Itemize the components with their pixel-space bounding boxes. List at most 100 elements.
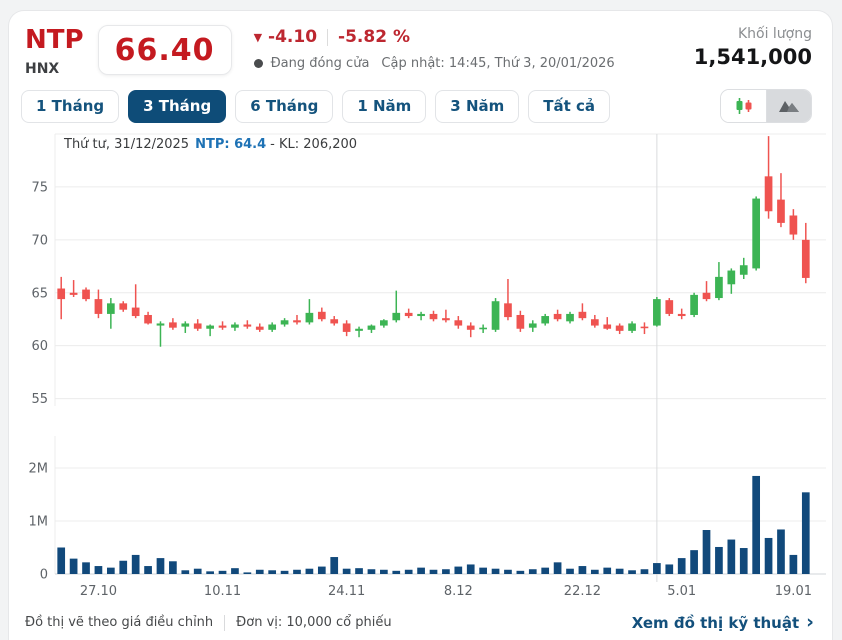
volume-bar — [777, 529, 785, 574]
x-axis-label: 10.11 — [204, 584, 241, 599]
change-row: ▼ -4.10 -5.82 % — [254, 27, 615, 47]
header: NTP HNX 66.40 ▼ -4.10 -5.82 % Đang đóng … — [9, 11, 832, 77]
range-button-3y[interactable]: 3 Năm — [435, 89, 520, 123]
chevron-right-icon: › — [806, 611, 814, 633]
volume-bar — [553, 562, 562, 574]
candle-body — [653, 299, 661, 326]
candle-body — [317, 311, 326, 320]
candle-body — [69, 292, 78, 295]
candle-body — [144, 314, 152, 324]
tooltip-date: Thứ tư, 31/12/2025 — [64, 137, 190, 152]
volume-bar — [466, 564, 475, 574]
candle-body — [106, 303, 115, 314]
candle-body — [777, 199, 785, 223]
price-change-percent: -5.82 % — [338, 27, 410, 47]
candle-body — [541, 316, 550, 324]
candle-body — [367, 325, 376, 330]
price-change: -4.10 — [268, 27, 318, 47]
axis-label: 55 — [31, 392, 48, 407]
market-status: Đang đóng cửa — [270, 56, 370, 71]
candle-body — [231, 324, 239, 328]
axis-label: 1M — [29, 515, 49, 530]
volume-bar — [727, 539, 736, 574]
candle-body — [392, 312, 401, 321]
volume-bar — [69, 558, 78, 574]
range-button-6m[interactable]: 6 Tháng — [235, 89, 334, 123]
candle-body — [218, 325, 227, 328]
candle-body — [764, 176, 773, 212]
volume-bar — [715, 546, 723, 574]
volume-bar — [342, 568, 351, 574]
technical-chart-link[interactable]: Xem đồ thị kỹ thuật › — [632, 611, 814, 633]
down-arrow-icon: ▼ — [253, 30, 263, 44]
volume-bar — [801, 492, 810, 574]
candle-body — [454, 320, 463, 326]
candle-body — [466, 325, 475, 330]
volume-bar — [206, 571, 214, 574]
candle-body — [789, 215, 798, 235]
candle-body — [739, 265, 748, 275]
x-axis-label: 8.12 — [444, 584, 473, 599]
range-button-all[interactable]: Tất cả — [528, 89, 611, 123]
volume-bar — [702, 530, 711, 574]
axis-label: 2M — [29, 462, 49, 477]
candle-body — [119, 303, 128, 310]
candle-body — [169, 322, 177, 328]
candlestick-chart-button[interactable] — [721, 90, 766, 122]
candle-body — [442, 318, 450, 321]
volume-bar — [516, 570, 525, 574]
axis-label: 75 — [31, 180, 48, 195]
volume-bar — [82, 562, 90, 574]
chart-tooltip: Thứ tư, 31/12/2025 NTP: 64.4- KL: 206,200 — [64, 137, 357, 152]
volume-bar — [566, 568, 574, 574]
candle-body — [628, 323, 636, 331]
candle-body — [293, 320, 301, 323]
range-button-3m[interactable]: 3 Tháng — [128, 89, 227, 123]
market-status-dot-icon — [253, 59, 263, 68]
volume-bar — [739, 548, 748, 574]
mountain-area-icon — [779, 101, 799, 112]
candle-body — [665, 300, 674, 314]
candle-body — [280, 320, 289, 325]
range-button-1m[interactable]: 1 Tháng — [21, 89, 120, 123]
candle-body — [615, 325, 624, 331]
candle-body — [131, 307, 140, 317]
chart-area: Thứ tư, 31/12/2025 NTP: 64.4- KL: 206,200… — [9, 127, 832, 603]
volume-bar — [218, 570, 227, 574]
candle-body — [355, 328, 363, 331]
candle-body — [528, 323, 537, 328]
price-volume-chart[interactable]: 55 60 65 70 75 0 1M 2M 27.10 10.11 24.11 8.12 22.12 5… — [9, 127, 833, 599]
candle-body — [156, 323, 165, 326]
chart-type-toggle — [720, 89, 812, 123]
x-axis-label: 5.01 — [667, 584, 696, 599]
candle-body — [193, 323, 202, 329]
candle-body — [417, 313, 425, 317]
candlestick-icon — [736, 98, 751, 114]
volume-bar — [764, 537, 773, 574]
candle-body — [578, 311, 587, 319]
candle-body — [330, 319, 339, 324]
x-axis-label: 27.10 — [80, 584, 117, 599]
candle-body — [690, 294, 698, 315]
volume-bar — [454, 566, 463, 574]
volume-bar — [528, 569, 537, 574]
candle-body — [255, 326, 264, 330]
area-chart-button[interactable] — [766, 90, 811, 122]
candle-body — [702, 292, 711, 300]
x-axis-label: 22.12 — [564, 584, 601, 599]
volume-bar — [653, 563, 661, 574]
volume-bar — [367, 569, 376, 574]
tooltip-symbol-price: NTP: 64.4 — [195, 137, 267, 152]
volume-bar — [119, 560, 128, 574]
candle-body — [404, 312, 413, 317]
candle-body — [801, 239, 810, 278]
volume-bar — [317, 566, 326, 574]
axis-label: 0 — [40, 568, 48, 583]
change-separator — [327, 28, 329, 46]
volume-bar — [479, 567, 487, 574]
range-button-1y[interactable]: 1 Năm — [342, 89, 427, 123]
volume-bar — [404, 569, 413, 574]
volume-bar — [293, 569, 301, 574]
change-block: ▼ -4.10 -5.82 % Đang đóng cửa Cập nhật: … — [253, 25, 615, 71]
volume-bar — [94, 566, 103, 574]
